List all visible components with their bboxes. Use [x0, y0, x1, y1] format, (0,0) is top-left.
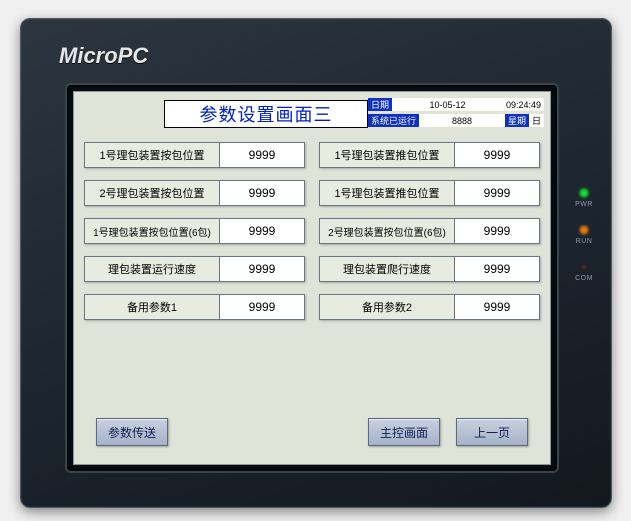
prev-page-button[interactable]: 上一页 — [456, 418, 528, 446]
param-value-input[interactable]: 9999 — [455, 294, 540, 320]
param-value-input[interactable]: 9999 — [220, 180, 305, 206]
param-cell: 2号理包装置按包位置 9999 — [84, 180, 305, 206]
param-label: 2号理包装置按包位置 — [84, 180, 220, 206]
date-time-bar: 日期 10-05-12 09:24:49 — [368, 98, 544, 111]
date-tag: 日期 — [368, 98, 392, 111]
page-title-box: 参数设置画面三 — [164, 100, 368, 128]
run-led-icon — [580, 226, 588, 234]
param-label: 理包装置运行速度 — [84, 256, 220, 282]
time-value: 09:24:49 — [503, 100, 544, 110]
run-led-label: RUN — [569, 238, 599, 245]
param-cell: 备用参数2 9999 — [319, 294, 540, 320]
status-led-column: PWR RUN COM — [569, 189, 599, 300]
param-cell: 1号理包装置推包位置 9999 — [319, 142, 540, 168]
com-led-label: COM — [569, 275, 599, 282]
param-cell: 理包装置运行速度 9999 — [84, 256, 305, 282]
param-label: 1号理包装置按包位置(6包) — [84, 218, 220, 244]
pwr-led-icon — [580, 189, 588, 197]
page-title: 参数设置画面三 — [200, 101, 333, 127]
hmi-screen: 参数设置画面三 日期 10-05-12 09:24:49 系统已运行 8888 … — [73, 91, 551, 465]
button-row: 参数传送 主控画面 上一页 — [74, 418, 550, 448]
param-label: 备用参数1 — [84, 294, 220, 320]
param-label: 1号理包装置推包位置 — [319, 142, 455, 168]
param-cell: 理包装置爬行速度 9999 — [319, 256, 540, 282]
date-value: 10-05-12 — [392, 100, 503, 110]
param-cell: 1号理包装置按包位置 9999 — [84, 142, 305, 168]
param-value-input[interactable]: 9999 — [220, 142, 305, 168]
param-label: 1号理包装置按包位置 — [84, 142, 220, 168]
param-label: 备用参数2 — [319, 294, 455, 320]
hmi-device-frame: MicroPC PWR RUN COM 参数设置画面三 日期 10-05-12 … — [20, 18, 612, 508]
status-value: 8888 — [419, 116, 505, 126]
param-cell: 1号理包装置推包位置 9999 — [319, 180, 540, 206]
device-brand: MicroPC — [59, 43, 148, 69]
com-led-icon — [580, 263, 588, 271]
system-status-bar: 系统已运行 8888 星期 日 — [368, 114, 544, 127]
status-tag: 系统已运行 — [368, 114, 419, 127]
param-label: 理包装置爬行速度 — [319, 256, 455, 282]
param-value-input[interactable]: 9999 — [220, 294, 305, 320]
param-cell: 1号理包装置按包位置(6包) 9999 — [84, 218, 305, 244]
week-tag: 星期 — [505, 114, 529, 127]
param-label: 1号理包装置推包位置 — [319, 180, 455, 206]
main-screen-button[interactable]: 主控画面 — [368, 418, 440, 446]
param-value-input[interactable]: 9999 — [455, 256, 540, 282]
screen-bezel: 参数设置画面三 日期 10-05-12 09:24:49 系统已运行 8888 … — [67, 85, 557, 471]
param-value-input[interactable]: 9999 — [220, 256, 305, 282]
param-label: 2号理包装置按包位置(6包) — [319, 218, 455, 244]
parameter-grid: 1号理包装置按包位置 9999 1号理包装置推包位置 9999 2号理包装置按包… — [84, 142, 540, 320]
param-cell: 备用参数1 9999 — [84, 294, 305, 320]
pwr-led-label: PWR — [569, 201, 599, 208]
param-value-input[interactable]: 9999 — [220, 218, 305, 244]
param-value-input[interactable]: 9999 — [455, 142, 540, 168]
param-transfer-button[interactable]: 参数传送 — [96, 418, 168, 446]
param-cell: 2号理包装置按包位置(6包) 9999 — [319, 218, 540, 244]
param-value-input[interactable]: 9999 — [455, 180, 540, 206]
param-value-input[interactable]: 9999 — [455, 218, 540, 244]
week-value: 日 — [529, 114, 544, 127]
